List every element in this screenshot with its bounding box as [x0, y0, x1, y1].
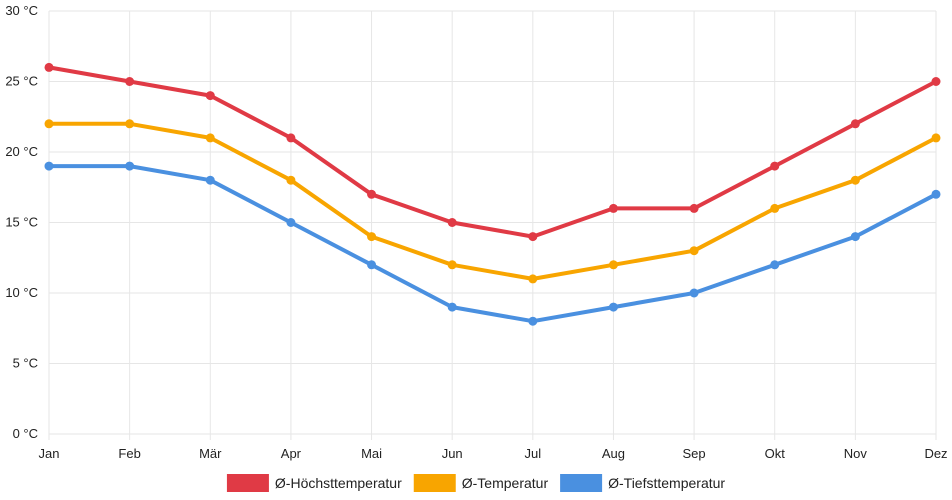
x-tick-label: Jun — [442, 446, 463, 461]
data-point — [850, 232, 860, 242]
data-point — [205, 91, 215, 101]
x-tick-label: Okt — [765, 446, 786, 461]
series-line-2 — [47, 164, 938, 324]
data-point — [931, 133, 941, 143]
data-point — [44, 119, 54, 129]
data-point — [608, 203, 618, 213]
data-point — [447, 218, 457, 227]
data-point — [447, 302, 457, 312]
data-point — [286, 133, 296, 143]
legend-item[interactable]: Ø-Tiefsttemperatur — [560, 474, 725, 492]
data-point — [44, 62, 54, 72]
data-point — [689, 246, 699, 256]
x-tick-label: Dez — [924, 446, 947, 461]
data-point — [125, 161, 135, 171]
x-tick-label: Mai — [361, 446, 382, 461]
y-tick-label: 0 °C — [13, 426, 38, 441]
y-tick-label: 5 °C — [13, 356, 38, 371]
x-tick-label: Jan — [39, 446, 60, 461]
y-tick-label: 15 °C — [5, 215, 38, 230]
x-tick-label: Sep — [683, 446, 706, 461]
series-lines — [44, 62, 941, 326]
series-line-0 — [47, 65, 938, 239]
data-point — [286, 218, 296, 227]
data-point — [367, 189, 377, 199]
data-point — [205, 175, 215, 185]
y-tick-label: 30 °C — [5, 3, 38, 18]
data-point — [770, 260, 780, 270]
data-point — [689, 203, 699, 213]
grid — [48, 10, 937, 440]
data-point — [770, 161, 780, 171]
x-tick-label: Feb — [118, 446, 140, 461]
x-tick-label: Jul — [525, 446, 542, 461]
series-line-1 — [47, 121, 938, 281]
data-point — [850, 175, 860, 185]
data-point — [367, 232, 377, 242]
x-tick-label: Aug — [602, 446, 625, 461]
data-point — [528, 316, 538, 326]
data-point — [447, 260, 457, 270]
data-point — [528, 274, 538, 284]
legend-swatch — [226, 474, 269, 492]
legend-label: Ø-Höchsttemperatur — [275, 475, 402, 491]
data-point — [528, 232, 538, 242]
data-point — [367, 260, 377, 270]
legend-label: Ø-Temperatur — [462, 475, 549, 491]
data-point — [931, 77, 941, 86]
legend-label: Ø-Tiefsttemperatur — [608, 475, 725, 491]
x-axis-ticks: Jan Feb Mär Apr Mai Jun Jul Aug Sep Okt Nov Dez — [39, 446, 948, 461]
legend-swatch — [413, 474, 456, 492]
data-point — [286, 175, 296, 185]
y-tick-label: 10 °C — [5, 285, 38, 300]
legend-item[interactable]: Ø-Temperatur — [413, 474, 549, 492]
data-point — [689, 288, 699, 298]
data-point — [44, 161, 54, 171]
data-point — [125, 77, 135, 86]
data-point — [770, 203, 780, 213]
legend: Ø-Höchsttemperatur Ø-Temperatur Ø-Tiefstte… — [226, 474, 725, 492]
data-point — [931, 189, 941, 199]
legend-swatch — [560, 474, 603, 492]
data-point — [608, 260, 618, 270]
x-tick-label: Apr — [281, 446, 302, 461]
data-point — [125, 119, 135, 129]
data-point — [205, 133, 215, 143]
x-tick-label: Mär — [199, 446, 222, 461]
data-point — [850, 119, 860, 129]
x-tick-label: Nov — [844, 446, 868, 461]
legend-item[interactable]: Ø-Höchsttemperatur — [226, 474, 402, 492]
y-tick-label: 20 °C — [5, 144, 38, 159]
y-tick-label: 25 °C — [5, 74, 38, 89]
y-axis-ticks: 0 °C 5 °C 10 °C 15 °C 20 °C 25 °C 30 °C — [5, 3, 38, 441]
data-point — [608, 302, 618, 312]
